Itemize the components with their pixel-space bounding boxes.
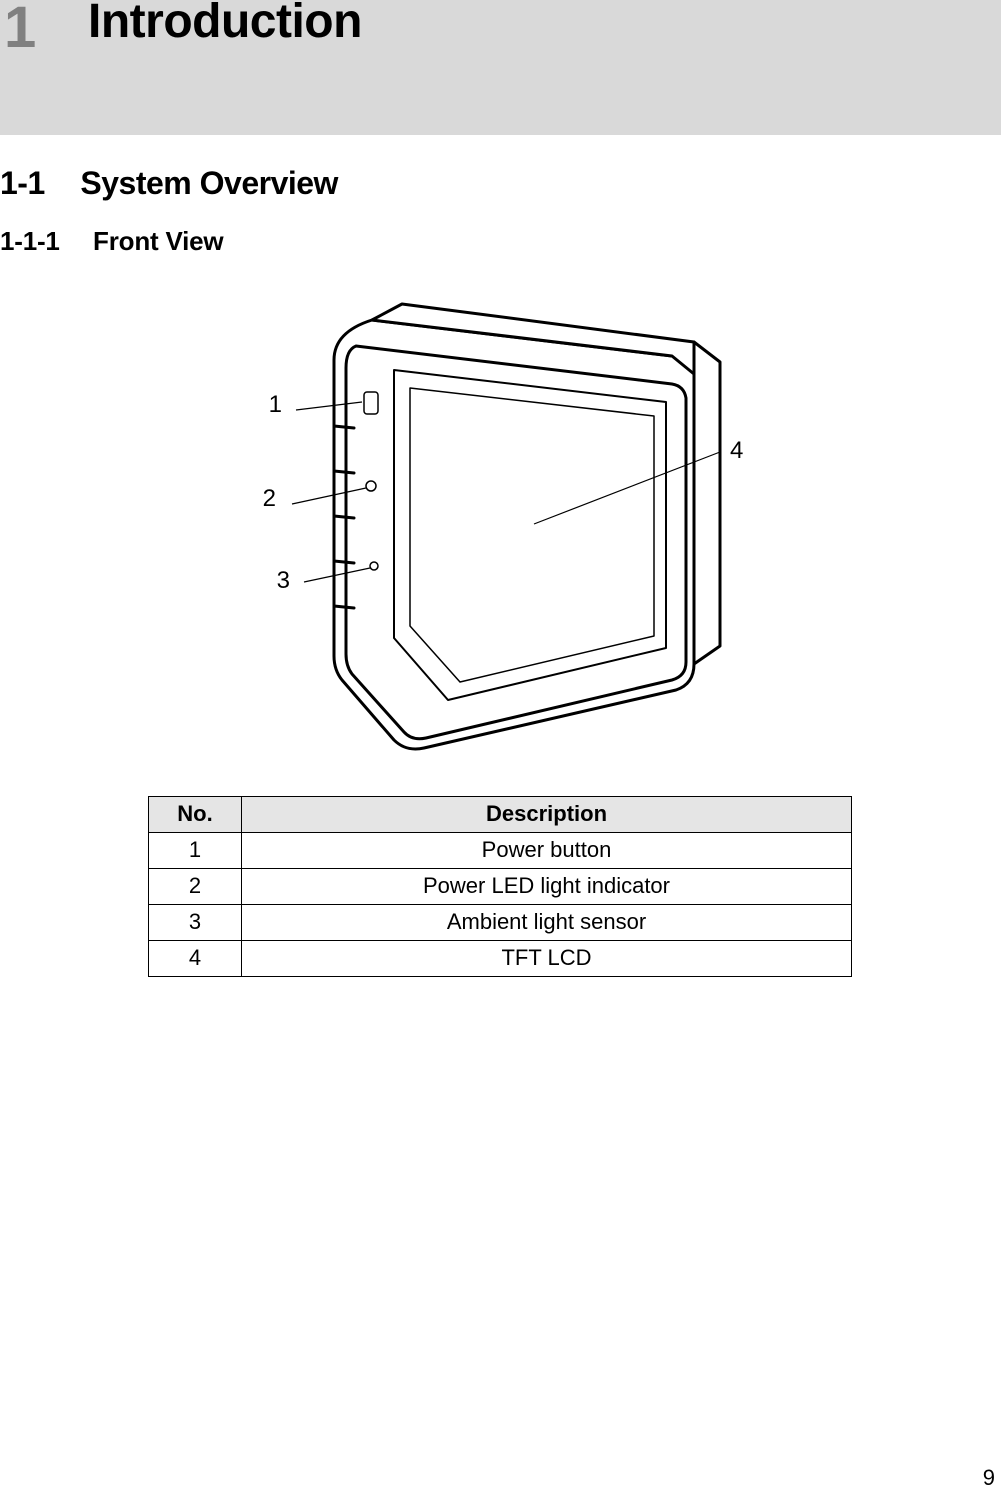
callout-3: 3 — [277, 567, 290, 594]
page-number: 9 — [983, 1465, 995, 1491]
subsection-heading: 1-1-1 Front View — [0, 226, 223, 257]
cell-desc: Ambient light sensor — [242, 905, 852, 941]
subsection-title: Front View — [93, 226, 223, 256]
section-heading: 1-1 System Overview — [0, 165, 338, 202]
cell-desc: Power button — [242, 833, 852, 869]
table-row: 1 Power button — [149, 833, 852, 869]
cell-no: 2 — [149, 869, 242, 905]
front-view-figure: 1 2 3 4 — [234, 276, 774, 761]
section-title: System Overview — [80, 165, 338, 201]
cell-desc: TFT LCD — [242, 941, 852, 977]
subsection-number: 1-1-1 — [0, 226, 86, 257]
col-no-header: No. — [149, 797, 242, 833]
col-desc-header: Description — [242, 797, 852, 833]
chapter-number: 1 — [0, 0, 74, 61]
parts-table: No. Description 1 Power button 2 Power L… — [148, 796, 852, 977]
cell-no: 1 — [149, 833, 242, 869]
chapter-band: 1 Introduction — [0, 0, 1001, 135]
callout-1: 1 — [269, 391, 282, 418]
callout-4: 4 — [730, 437, 743, 464]
table-row: 2 Power LED light indicator — [149, 869, 852, 905]
table-header-row: No. Description — [149, 797, 852, 833]
cell-no: 4 — [149, 941, 242, 977]
table-row: 4 TFT LCD — [149, 941, 852, 977]
device-line-drawing: 1 2 3 4 — [234, 276, 774, 761]
cell-desc: Power LED light indicator — [242, 869, 852, 905]
page: 1 Introduction 1-1 System Overview 1-1-1… — [0, 0, 1001, 1501]
table-row: 3 Ambient light sensor — [149, 905, 852, 941]
section-number: 1-1 — [0, 165, 72, 202]
callout-2: 2 — [263, 485, 276, 512]
chapter-title: Introduction — [88, 0, 362, 49]
cell-no: 3 — [149, 905, 242, 941]
